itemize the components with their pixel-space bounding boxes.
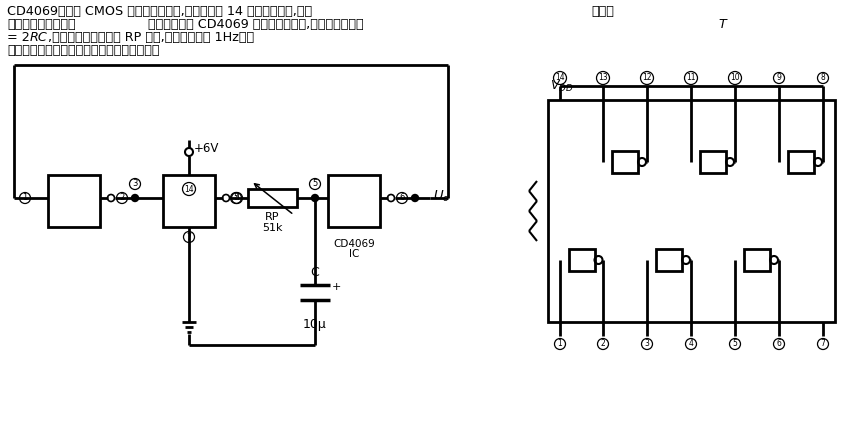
Text: 13: 13 (598, 73, 607, 82)
Text: 5: 5 (233, 194, 239, 203)
Text: $U_o$: $U_o$ (433, 189, 450, 203)
Circle shape (312, 195, 319, 201)
Text: 51k: 51k (262, 223, 282, 233)
Text: 2: 2 (601, 340, 606, 349)
Text: 12: 12 (642, 73, 652, 82)
Bar (328, 175, 380, 227)
Bar (656, 249, 682, 271)
Circle shape (412, 195, 418, 201)
Text: 5: 5 (733, 340, 738, 349)
Text: 6: 6 (776, 340, 781, 349)
Text: 1: 1 (557, 340, 562, 349)
Text: 4: 4 (234, 194, 239, 203)
Text: CD4069是一个 CMOS 六非门集成电路,采用双列式 14 引脚塑料封装,如图: CD4069是一个 CMOS 六非门集成电路,采用双列式 14 引脚塑料封装,如… (7, 5, 312, 18)
Text: 14: 14 (556, 73, 565, 82)
Text: 所示。: 所示。 (591, 5, 614, 18)
Text: T: T (718, 18, 726, 31)
Text: 5: 5 (313, 179, 318, 189)
Text: 方波发生器电路如图: 方波发生器电路如图 (7, 18, 76, 31)
Bar (548, 100, 835, 322)
Text: = 2: = 2 (7, 31, 30, 44)
Circle shape (131, 195, 139, 201)
Text: RP: RP (265, 212, 279, 222)
Text: 9: 9 (776, 73, 781, 82)
Text: C: C (311, 267, 320, 279)
Text: 2: 2 (119, 194, 124, 203)
Text: IC: IC (348, 249, 360, 259)
Bar (48, 175, 100, 227)
Text: 所示。电路由 CD4069 的三个非门组成,输出方波的周期: 所示。电路由 CD4069 的三个非门组成,输出方波的周期 (148, 18, 367, 31)
Bar (612, 151, 638, 173)
Text: RC: RC (30, 31, 48, 44)
Text: 4: 4 (688, 340, 694, 349)
Text: 7: 7 (820, 340, 826, 349)
Text: ,其输出的频率可通过 RP 可调,频率的下限为 1Hz。这: ,其输出的频率可通过 RP 可调,频率的下限为 1Hz。这 (48, 31, 254, 44)
Bar (700, 151, 726, 173)
Bar (568, 249, 595, 271)
Text: 种电路可用于对频率稳定度要求不高的尴合。: 种电路可用于对频率稳定度要求不高的尴合。 (7, 44, 159, 57)
Text: +: + (332, 282, 342, 292)
Text: 3: 3 (645, 340, 649, 349)
Text: +6V: +6V (194, 142, 219, 155)
Text: 8: 8 (820, 73, 826, 82)
Text: 6: 6 (400, 194, 405, 203)
Text: 3: 3 (132, 179, 138, 189)
Text: 14: 14 (184, 184, 193, 194)
Text: 10μ: 10μ (303, 318, 327, 331)
Bar (788, 151, 814, 173)
Text: 7: 7 (187, 233, 192, 241)
Bar (248, 189, 297, 207)
Bar (163, 175, 215, 227)
Text: 11: 11 (686, 73, 696, 82)
Text: CD4069: CD4069 (333, 239, 375, 249)
Bar (744, 249, 770, 271)
Text: 10: 10 (730, 73, 740, 82)
Text: 1: 1 (22, 194, 27, 203)
Text: $V_{DD}$: $V_{DD}$ (550, 79, 573, 94)
